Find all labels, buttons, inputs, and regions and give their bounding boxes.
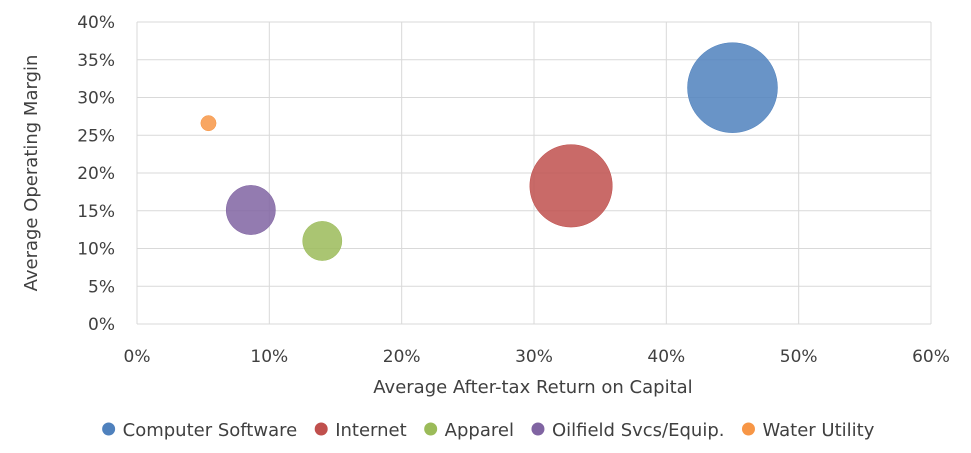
y-tick-label: 20%: [77, 164, 115, 184]
y-tick-label: 10%: [77, 240, 115, 260]
legend-label: Computer Software: [123, 420, 298, 441]
y-tick-label: 30%: [77, 89, 115, 109]
bubble-internet: [529, 144, 613, 228]
legend-marker: [531, 422, 545, 436]
x-tick-label: 20%: [383, 347, 421, 367]
legend-item: Computer Software: [102, 420, 297, 441]
legend-marker: [314, 422, 328, 436]
legend-marker: [424, 422, 438, 436]
tick-labels: 0% 5% 10% 15% 20% 25% 30% 35% 40% 0% 10% 20% 30% 40% 5…: [77, 13, 950, 367]
x-axis-title: Average After-tax Return on Capital: [373, 377, 692, 398]
x-tick-label: 0%: [124, 347, 151, 367]
y-tick-label: 25%: [77, 126, 115, 146]
legend-item: Internet: [314, 420, 407, 441]
legend-label: Water Utility: [762, 420, 874, 441]
legend-label: Internet: [335, 420, 406, 441]
bubble-water-utility: [200, 115, 217, 132]
legend: Computer Software Internet Apparel Oilfield…: [102, 420, 875, 441]
legend-label: Apparel: [445, 420, 514, 441]
x-tick-label: 50%: [780, 347, 818, 367]
y-tick-label: 15%: [77, 202, 115, 222]
bubble-computer-software: [687, 42, 778, 133]
x-tick-label: 10%: [250, 347, 288, 367]
y-axis-title: Average Operating Margin: [21, 55, 42, 292]
bubbles: [200, 42, 778, 261]
x-tick-label: 40%: [647, 347, 685, 367]
x-tick-label: 30%: [515, 347, 553, 367]
bubble-oilfield-svcs-equip: [225, 185, 276, 235]
bubble-apparel: [302, 221, 343, 261]
y-tick-label: 40%: [77, 13, 115, 33]
y-tick-label: 35%: [77, 51, 115, 71]
x-tick-label: 60%: [912, 347, 950, 367]
legend-label: Oilfield Svcs/Equip.: [552, 420, 725, 441]
legend-item: Water Utility: [741, 420, 875, 441]
legend-item: Oilfield Svcs/Equip.: [531, 420, 724, 441]
y-tick-label: 5%: [88, 277, 115, 297]
legend-item: Apparel: [424, 420, 514, 441]
y-tick-label: 0%: [88, 315, 115, 335]
legend-marker: [102, 422, 116, 436]
legend-marker: [741, 422, 755, 436]
